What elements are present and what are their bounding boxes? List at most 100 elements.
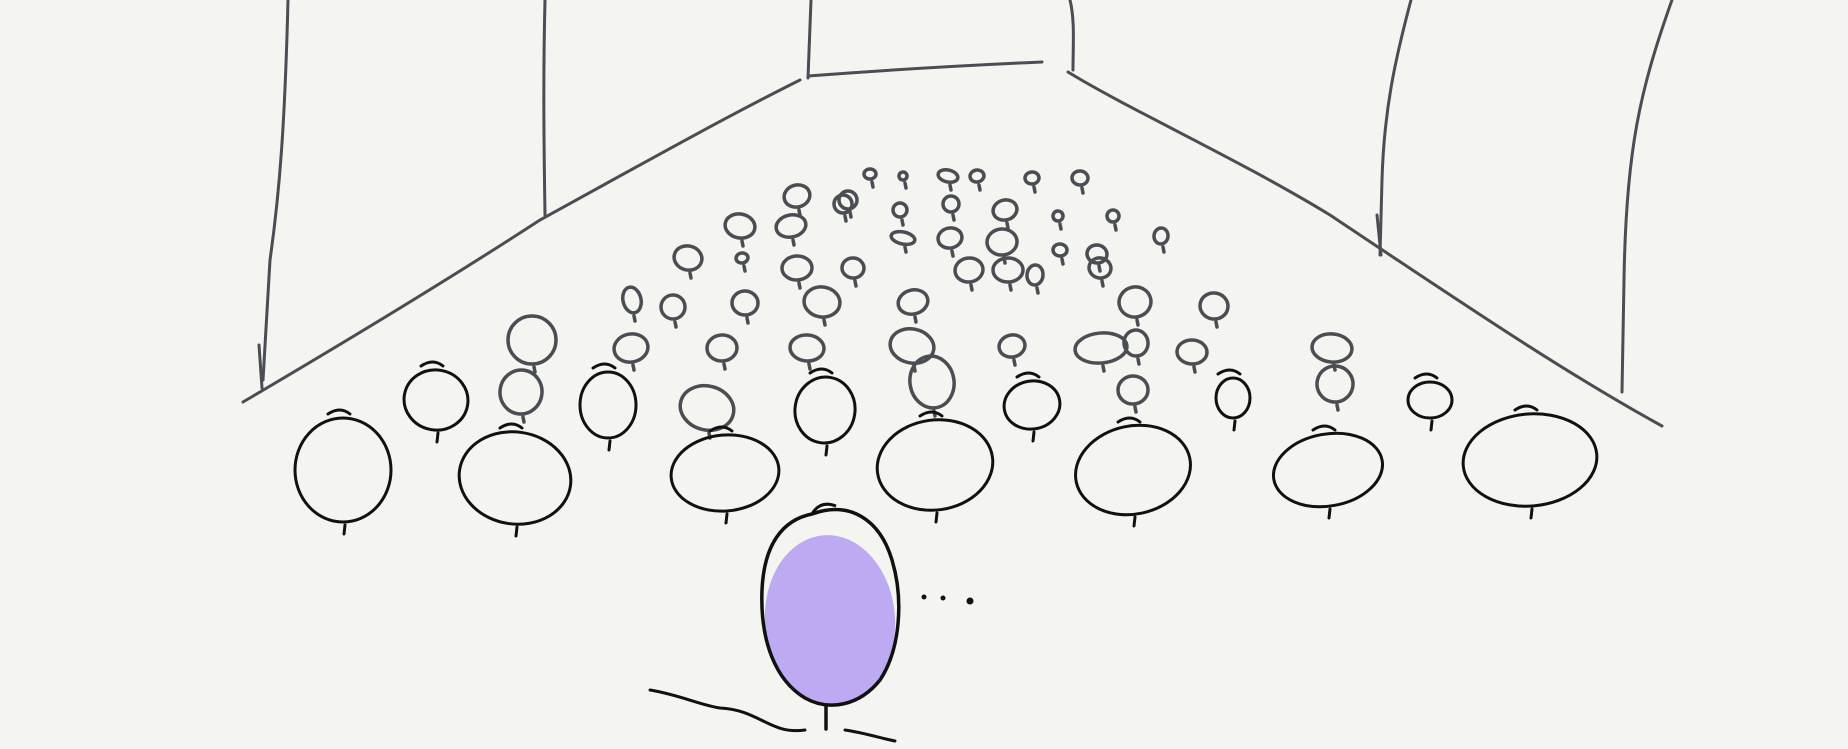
audience-head [862, 167, 878, 181]
audience-head [1271, 431, 1385, 509]
audience-neck [822, 318, 827, 327]
podium-line-left [648, 688, 807, 733]
audience-neck [435, 431, 440, 444]
audience-neck [673, 320, 678, 329]
audience-neck [631, 363, 636, 372]
audience-neck [1101, 364, 1106, 373]
audience-head [875, 418, 995, 512]
audience-head [936, 167, 960, 185]
audience-neck [948, 183, 953, 192]
hair-curl [1311, 424, 1337, 432]
audience-neck [900, 218, 905, 227]
audience-neck [1232, 419, 1237, 432]
audience-neck [607, 439, 612, 452]
audience-head [936, 226, 964, 250]
audience-neck [688, 271, 693, 280]
audience-head [457, 430, 573, 526]
audience-neck [745, 316, 750, 325]
audience-head [896, 288, 930, 316]
audience-neck [1031, 430, 1036, 443]
hair-curl [808, 367, 834, 375]
audience-neck [1032, 185, 1037, 194]
audience-head [1051, 242, 1069, 258]
audience-neck [848, 210, 853, 219]
audience-neck [1132, 515, 1137, 528]
audience-neck [1161, 245, 1166, 254]
right-pillar-mark [1375, 213, 1383, 257]
audience-head [1117, 285, 1153, 319]
audience-head [669, 433, 781, 513]
audience-head [678, 383, 736, 433]
audience-neck [740, 239, 745, 248]
audience-neck [969, 283, 974, 292]
audience-head [293, 416, 393, 524]
left-outer-pillar [261, 0, 290, 382]
hair-curl [708, 425, 734, 433]
audience-head [498, 368, 544, 416]
audience-head [1175, 338, 1209, 366]
audience-head [793, 375, 857, 445]
audience-head [1461, 412, 1599, 508]
audience-head [888, 327, 936, 365]
audience-head [506, 314, 558, 366]
audience-neck [870, 180, 875, 189]
audience-head [788, 333, 826, 363]
audience-neck [632, 314, 637, 323]
audience-head [908, 354, 956, 410]
audience-front-rows [293, 360, 1599, 538]
audience-neck [824, 444, 829, 457]
audience-head [997, 333, 1027, 359]
right-inner-pillar [1378, 0, 1413, 257]
hair-curl [419, 360, 445, 368]
audience-neck [843, 214, 848, 223]
ellipsis-dot [966, 597, 974, 605]
audience-neck [951, 213, 956, 222]
audience-neck [1136, 357, 1141, 366]
audience-neck [1192, 365, 1197, 374]
audience-neck [950, 249, 955, 258]
audience-neck [1335, 403, 1340, 412]
hall-walls [241, 0, 1674, 428]
back-wall-top-edge [806, 60, 1044, 78]
audience-head [621, 285, 643, 315]
audience-head [837, 189, 859, 211]
podium-line-right [843, 728, 897, 743]
audience-neck [521, 415, 526, 424]
audience-head [1214, 376, 1252, 420]
audience-neck [1327, 507, 1332, 520]
audience-head [968, 168, 986, 184]
audience-head [1087, 256, 1113, 280]
back-wall-right-edge [1068, 0, 1075, 72]
audience-neck [903, 245, 908, 254]
audience-neck [797, 281, 802, 290]
audience-neck [342, 523, 347, 536]
audience-head [1073, 331, 1129, 365]
audience-head [780, 254, 814, 282]
audience-head [659, 293, 687, 321]
hair-curl [1216, 368, 1242, 376]
back-wall-left-edge [806, 0, 813, 80]
audience-head [802, 285, 842, 319]
audience-neck [1008, 283, 1013, 292]
audience-head [1002, 379, 1062, 431]
audience-head [991, 256, 1025, 284]
audience-neck [1060, 257, 1065, 266]
audience-neck [1429, 419, 1434, 432]
audience-neck [1005, 221, 1010, 230]
audience-head [1051, 209, 1065, 223]
audience-head [941, 194, 961, 214]
audience-head [734, 251, 750, 265]
audience-head [1074, 423, 1192, 517]
audience-neck [532, 365, 537, 374]
audience-neck [797, 208, 802, 217]
audience-neck [913, 315, 918, 324]
speaker-hair [810, 502, 837, 515]
hair-curl [498, 422, 524, 430]
audience-head [723, 212, 757, 240]
speaker-fill [764, 535, 896, 705]
audience-far-rows [498, 167, 1355, 440]
audience-head [1198, 291, 1230, 321]
audience-head [774, 213, 808, 239]
